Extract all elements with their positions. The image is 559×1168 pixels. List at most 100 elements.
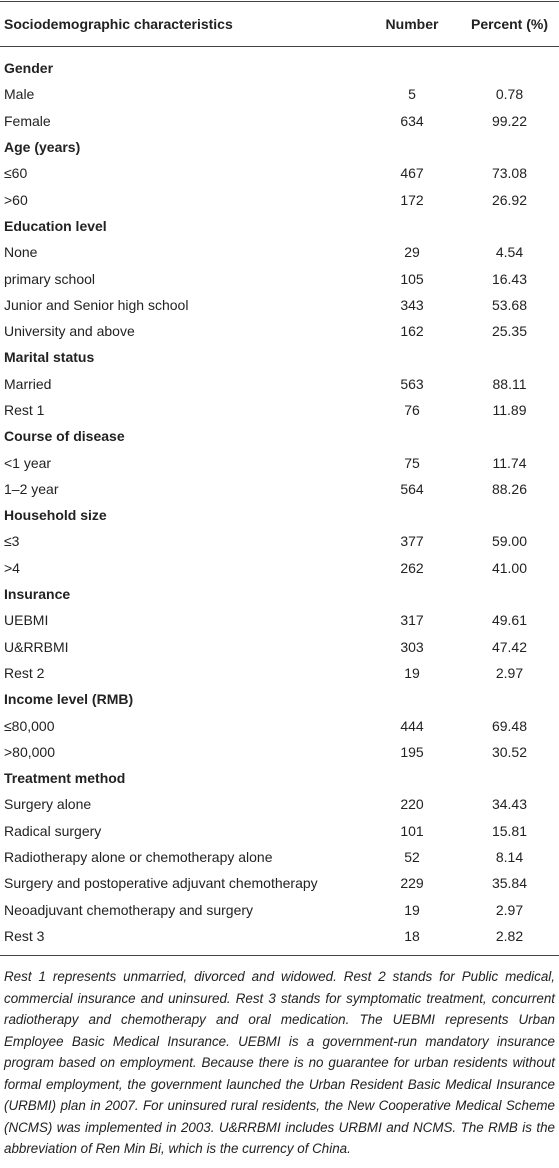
cell: U&RRBMI [4,638,69,655]
cell: 8.14 [495,849,524,866]
data-row: Rest 3 18 2.82 [0,923,559,949]
section-title: Marital status [4,349,95,366]
section-row: Treatment method [0,765,559,791]
cell: ≤80,000 [4,717,55,734]
cell: 34.43 [491,796,528,813]
cell: >80,000 [4,743,55,760]
cell: 172 [400,191,424,208]
cell: 88.11 [492,375,527,392]
section-row: Course of disease [0,423,559,449]
cell: 343 [400,296,424,313]
header-cell: Number [385,16,439,32]
data-row: <1 year 75 11.74 [0,449,559,475]
cell: Radical surgery [4,822,102,839]
cell: 41.00 [491,559,528,576]
cell: 26.92 [491,191,528,208]
cell: Radiotherapy alone or chemotherapy alone [4,849,273,866]
cell: 467 [400,165,424,182]
section-title: Insurance [4,586,71,603]
header-cell: Percent (%) [470,16,549,32]
cell: Male [4,86,35,103]
cell: 49.61 [491,612,528,629]
cell: Rest 2 [4,664,45,681]
data-row: Female 634 99.22 [0,108,559,134]
cell: 105 [400,270,424,287]
data-row: U&RRBMI 303 47.42 [0,634,559,660]
section-row: Gender [0,55,559,81]
table: Sociodemographic characteristics Number … [0,1,559,957]
cell: 262 [400,559,424,576]
cell: 2.82 [495,927,524,944]
section-row: Age (years) [0,134,559,160]
section-row: Marital status [0,344,559,370]
data-row: primary school 105 16.43 [0,265,559,291]
cell: 15.81 [491,822,528,839]
cell: 59.00 [491,533,528,550]
cell: Rest 3 [4,927,45,944]
cell: 1–2 year [4,480,59,497]
cell: 101 [400,822,424,839]
cell: 18 [404,927,420,944]
cell: 377 [400,533,424,550]
cell: 444 [400,717,424,734]
cell: 52 [404,849,420,866]
cell: 29 [404,244,420,261]
data-row: Surgery and postoperative adjuvant chemo… [0,870,559,896]
data-row: 1–2 year 564 88.26 [0,476,559,502]
section-row: Household size [0,502,559,528]
cell: 220 [400,796,424,813]
cell: 75 [404,454,420,471]
cell: 69.48 [491,717,528,734]
data-row: None 29 4.54 [0,239,559,265]
cell: 5 [408,86,416,103]
data-row: Radiotherapy alone or chemotherapy alone… [0,844,559,870]
data-row: Surgery alone 220 34.43 [0,791,559,817]
cell: University and above [4,323,135,340]
section-title: Gender [4,60,54,77]
cell: 73.08 [491,165,528,182]
cell: 4.54 [495,244,524,261]
cell: Junior and Senior high school [4,296,189,313]
cell: 53.68 [491,296,528,313]
header-row: Sociodemographic characteristics Number … [0,2,559,47]
cell: >4 [4,559,20,576]
data-row: >80,000 195 30.52 [0,739,559,765]
data-row: >4 262 41.00 [0,555,559,581]
data-row: ≤3 377 59.00 [0,528,559,554]
cell: Female [4,112,51,129]
cell: UEBMI [4,612,49,629]
section-row: Insurance [0,581,559,607]
data-row: Rest 1 76 11.89 [0,397,559,423]
data-row: >60 172 26.92 [0,186,559,212]
section-title: Course of disease [4,428,125,445]
cell: 11.74 [492,454,527,471]
cell: 563 [400,375,424,392]
cell: ≤60 [4,165,28,182]
cell: 76 [404,402,420,418]
section-title: Household size [4,507,107,524]
cell: 303 [400,638,424,655]
data-row: University and above 162 25.35 [0,318,559,344]
cell: 2.97 [495,901,524,918]
section-row: Education level [0,213,559,239]
data-row: ≤80,000 444 69.48 [0,712,559,738]
data-row: Married 563 88.11 [0,371,559,397]
cell: 19 [404,901,420,918]
cell: 564 [400,480,424,497]
cell: None [4,244,38,261]
cell: primary school [4,270,96,287]
cell: 0.78 [495,86,524,103]
cell: 88.26 [491,480,528,497]
section-title: Income level (RMB) [4,691,134,708]
cell: 25.35 [491,323,528,340]
data-row: Rest 2 19 2.97 [0,660,559,686]
section-row: Income level (RMB) [0,686,559,712]
cell: >60 [4,191,28,208]
data-row: Male 5 0.78 [0,81,559,107]
cell: 99.22 [491,112,528,129]
cell: 16.43 [491,270,528,287]
cell: 229 [400,875,424,892]
data-row: Radical surgery 101 15.81 [0,818,559,844]
cell: 2.97 [495,664,524,681]
